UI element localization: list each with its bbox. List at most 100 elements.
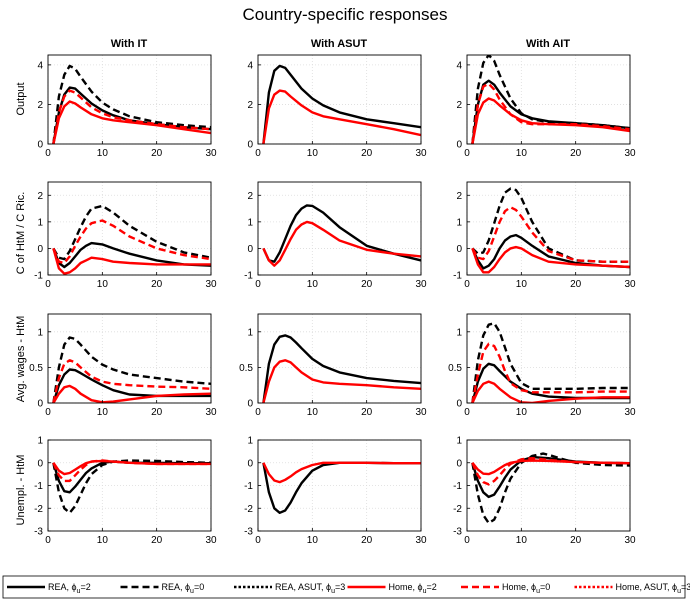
- series-line-rea-dash: [52, 64, 211, 144]
- x-tick-label: 0: [464, 535, 470, 546]
- y-tick-label: 0: [456, 244, 462, 255]
- column-title-ait: With AIT: [526, 38, 570, 50]
- column-title-asut: With ASUT: [311, 38, 368, 50]
- series-line-rea-solid: [52, 241, 211, 269]
- x-tick-label: 30: [205, 407, 217, 418]
- series-line-rea-dash: [471, 187, 630, 263]
- panel-r0-c0: 0 10 20 30 0 2 4: [37, 54, 217, 159]
- y-tick-label: -1: [453, 271, 462, 282]
- y-tick-label: -2: [244, 504, 253, 515]
- y-tick-label: -1: [34, 271, 43, 282]
- panel-frame: [257, 181, 422, 276]
- x-tick-label: 0: [464, 148, 470, 159]
- legend-label: REA, ASUT, ϕu=3: [275, 582, 345, 595]
- series-line-rea-dash: [52, 204, 211, 261]
- y-tick-label: 0: [37, 140, 43, 151]
- y-tick-label: -1: [34, 481, 43, 492]
- x-tick-label: 10: [97, 407, 109, 418]
- legend-box: [2, 575, 686, 599]
- y-tick-label: 4: [247, 60, 253, 71]
- x-tick-label: 30: [415, 279, 427, 290]
- y-tick-label: 0.5: [29, 363, 43, 374]
- panel-r0-c1: 0 10 20 30 0 2 4: [247, 54, 427, 159]
- x-tick-label: 30: [624, 535, 636, 546]
- row-label-consumption: C of HtM / C Ric.: [15, 192, 27, 275]
- panel-frame: [466, 181, 631, 276]
- plot-area: [258, 314, 421, 403]
- x-tick-label: 20: [151, 407, 163, 418]
- x-tick-label: 0: [45, 407, 51, 418]
- x-tick-label: 30: [415, 148, 427, 159]
- series-line-home-solid: [471, 380, 630, 403]
- y-tick-label: 2: [37, 100, 43, 111]
- y-tick-label: -3: [244, 527, 253, 538]
- series-line-home-dash: [52, 89, 211, 144]
- y-tick-label: -2: [34, 504, 43, 515]
- y-tick-label: 2: [456, 100, 462, 111]
- series-line-home-dash: [471, 457, 630, 486]
- panel-r3-c1: 0 10 20 30 -3 -2 -1 0 1: [244, 436, 427, 547]
- y-tick-label: 0: [456, 399, 462, 410]
- y-tick-label: 0: [247, 140, 253, 151]
- x-tick-label: 10: [516, 407, 528, 418]
- series-line-rea-dash: [52, 336, 211, 403]
- x-tick-label: 20: [361, 279, 373, 290]
- x-tick-label: 30: [415, 407, 427, 418]
- figure-title: Country-specific responses: [242, 5, 447, 24]
- legend: REA, ϕu=2 REA, ϕu=0 REA, ASUT, ϕu=3 Home, ϕ…: [2, 575, 690, 599]
- y-tick-label: 1: [247, 436, 253, 447]
- x-tick-label: 30: [205, 535, 217, 546]
- y-tick-label: 1: [456, 327, 462, 338]
- x-tick-label: 20: [151, 279, 163, 290]
- x-tick-label: 0: [45, 279, 51, 290]
- panel-r3-c2: 0 10 20 30 -3 -2 -1 0 1: [453, 436, 636, 547]
- series-line-home-dash: [52, 219, 211, 265]
- series-line-home-dash: [471, 342, 630, 403]
- y-tick-label: 1: [456, 436, 462, 447]
- series-line-home-solid: [262, 461, 421, 484]
- x-tick-label: 10: [97, 279, 109, 290]
- x-tick-label: 20: [570, 535, 582, 546]
- y-tick-label: 4: [37, 60, 43, 71]
- y-tick-label: 2: [247, 100, 253, 111]
- x-tick-label: 30: [205, 148, 217, 159]
- series-line-rea-solid: [471, 233, 630, 270]
- x-tick-label: 20: [570, 279, 582, 290]
- y-tick-label: -1: [244, 481, 253, 492]
- y-tick-label: 0: [247, 458, 253, 469]
- x-tick-label: 0: [255, 148, 261, 159]
- series-line-home-solid: [52, 100, 211, 144]
- x-tick-label: 20: [151, 535, 163, 546]
- y-tick-label: 0.5: [239, 363, 253, 374]
- legend-label: Home, ASUT, ϕu=3: [616, 582, 690, 595]
- y-tick-label: 2: [247, 191, 253, 202]
- series-line-rea-dash: [52, 459, 211, 514]
- series-line-home-solid: [52, 384, 211, 403]
- y-tick-label: 0: [247, 399, 253, 410]
- series-line-rea-dash: [471, 322, 630, 403]
- panel-r2-c0: 0 10 20 30 0 0.5 1: [29, 313, 217, 418]
- y-tick-label: 0: [37, 458, 43, 469]
- y-tick-label: 0.5: [448, 363, 462, 374]
- panel-frame: [257, 54, 422, 145]
- panel-frame: [47, 181, 212, 276]
- x-tick-label: 20: [151, 148, 163, 159]
- panel-r2-c2: 0 10 20 30 0 0.5 1: [448, 313, 636, 418]
- y-tick-label: -3: [34, 527, 43, 538]
- legend-label: REA, ϕu=2: [48, 582, 91, 595]
- panel-frame: [47, 313, 212, 404]
- y-tick-label: 4: [456, 60, 462, 71]
- x-tick-label: 20: [361, 148, 373, 159]
- y-tick-label: 1: [37, 217, 43, 228]
- x-tick-label: 20: [570, 148, 582, 159]
- x-tick-label: 30: [624, 279, 636, 290]
- series-line-home-solid: [262, 89, 421, 144]
- x-tick-label: 30: [415, 535, 427, 546]
- series-line-rea-solid: [262, 64, 421, 144]
- x-tick-label: 10: [97, 535, 109, 546]
- series-line-rea-solid: [262, 204, 421, 263]
